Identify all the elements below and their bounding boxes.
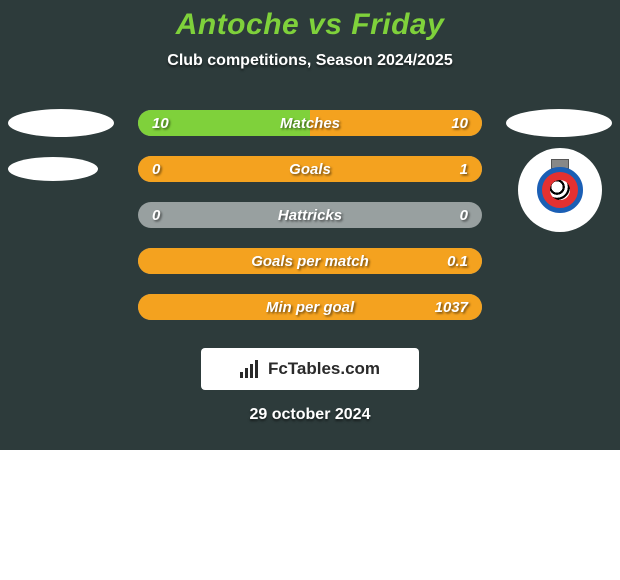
player-ellipse-left xyxy=(8,109,114,137)
stat-label: Goals xyxy=(289,161,331,178)
stats-block: 10 10 Matches 0 1 Goals 0 0 Hattricks 0.1 Goals pe… xyxy=(0,100,620,330)
stat-bar: 0.1 Goals per match xyxy=(138,248,482,274)
subtitle: Club competitions, Season 2024/2025 xyxy=(0,52,620,70)
stat-label: Hattricks xyxy=(278,207,342,224)
footer-date: 29 october 2024 xyxy=(0,406,620,424)
stat-value-left: 10 xyxy=(152,115,169,132)
stat-bar: 1037 Min per goal xyxy=(138,294,482,320)
stat-label: Goals per match xyxy=(251,253,369,270)
stat-label: Matches xyxy=(280,115,340,132)
club-badge-right xyxy=(518,148,602,232)
stat-bar: 0 0 Hattricks xyxy=(138,202,482,228)
stat-value-right: 10 xyxy=(451,115,468,132)
stat-row: 0.1 Goals per match xyxy=(0,238,620,284)
stat-label: Min per goal xyxy=(266,299,354,316)
stat-value-left: 0 xyxy=(152,161,160,178)
stat-row: 1037 Min per goal xyxy=(0,284,620,330)
branding-text: FcTables.com xyxy=(268,359,380,379)
stat-value-left: 0 xyxy=(152,207,160,224)
comparison-card: Antoche vs Friday Club competitions, Sea… xyxy=(0,0,620,450)
title-vs: vs xyxy=(308,8,342,41)
player-ellipse-left xyxy=(8,157,98,181)
title-right: Friday xyxy=(351,8,444,41)
player-ellipse-right xyxy=(506,109,612,137)
stat-row: 10 10 Matches xyxy=(0,100,620,146)
branding-badge: FcTables.com xyxy=(201,348,419,390)
stat-value-right: 1 xyxy=(460,161,468,178)
stat-bar: 0 1 Goals xyxy=(138,156,482,182)
stat-value-right: 0 xyxy=(460,207,468,224)
stat-value-right: 0.1 xyxy=(447,253,468,270)
stat-value-right: 1037 xyxy=(435,299,468,316)
title-left: Antoche xyxy=(176,8,300,41)
bar-chart-icon xyxy=(240,360,262,378)
club-emblem-icon xyxy=(531,161,589,219)
page-title: Antoche vs Friday xyxy=(0,8,620,42)
stat-bar: 10 10 Matches xyxy=(138,110,482,136)
